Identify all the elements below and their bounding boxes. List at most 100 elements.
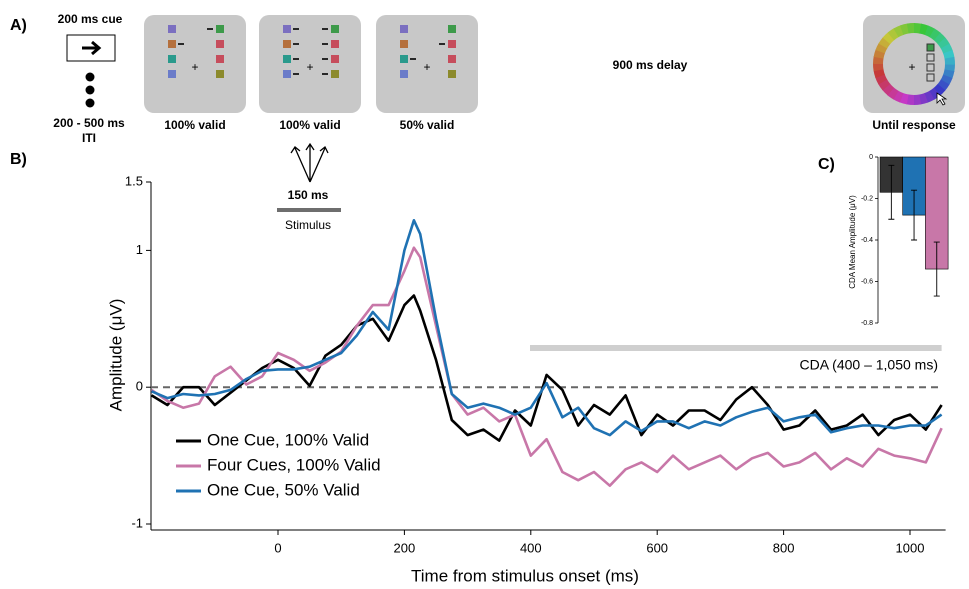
series-line <box>150 294 943 442</box>
stimulus-label: Stimulus <box>285 218 331 232</box>
legend-label: One Cue, 100% Valid <box>207 430 369 449</box>
series-line <box>150 246 943 487</box>
color-wheel-segment <box>944 63 955 72</box>
color-square <box>331 55 339 63</box>
color-square <box>168 55 176 63</box>
color-wheel-segment <box>899 23 910 35</box>
onset-arrows <box>290 142 329 183</box>
color-wheel-segment <box>899 92 909 105</box>
display-box <box>144 15 246 113</box>
y-tick-label: -0.6 <box>861 278 873 285</box>
color-wheel-segment <box>937 79 950 91</box>
error-bar <box>911 189 918 241</box>
color-wheel-segment <box>940 43 953 55</box>
y-tick-label: 1 <box>136 242 143 257</box>
probe-square <box>926 63 935 72</box>
color-wheel-segment <box>918 93 929 105</box>
color-square <box>283 55 291 63</box>
cue-label: 200 ms cue <box>58 12 123 26</box>
color-square <box>216 40 224 48</box>
color-square <box>168 40 176 48</box>
color-wheel-segment <box>933 32 946 45</box>
color-wheel-segment <box>919 23 929 36</box>
fixation: + <box>306 60 313 74</box>
color-wheel-segment <box>878 37 891 49</box>
x-tick-label: 600 <box>646 540 668 555</box>
color-wheel-segment <box>873 68 885 79</box>
color-wheel-segment <box>929 28 941 41</box>
color-square <box>283 70 291 78</box>
display-label: 100% valid <box>164 118 225 132</box>
color-square <box>448 40 456 48</box>
cursor <box>936 92 948 106</box>
color-wheel-segment <box>906 23 915 34</box>
probe-square <box>926 53 935 62</box>
color-wheel-segment <box>887 87 899 100</box>
color-square <box>400 70 408 78</box>
color-square <box>283 25 291 33</box>
legend-label: Four Cues, 100% Valid <box>207 455 381 474</box>
color-square <box>168 25 176 33</box>
y-axis-title: CDA Mean Amplitude (μV) <box>848 195 857 289</box>
iti-dot <box>85 98 95 108</box>
y-tick-label: -1 <box>131 515 143 530</box>
y-tick-label: 0 <box>136 379 143 394</box>
stimulus-duration: 150 ms <box>288 188 329 202</box>
color-wheel-segment <box>923 90 935 103</box>
display-label: 50% valid <box>400 118 455 132</box>
color-square <box>216 25 224 33</box>
color-square <box>331 40 339 48</box>
display-box <box>259 15 361 113</box>
x-tick-label: 800 <box>773 540 795 555</box>
color-wheel-segment <box>906 94 915 105</box>
y-axis-title: Amplitude (μV) <box>106 299 125 412</box>
display-box <box>376 15 478 113</box>
color-wheel-segment <box>937 37 950 50</box>
error-bar <box>888 164 895 220</box>
legend-label: One Cue, 50% Valid <box>207 480 360 499</box>
x-tick-label: 200 <box>394 540 416 555</box>
panel-label: B) <box>10 151 27 168</box>
stimulus-displays: + + + + <box>144 15 965 113</box>
color-wheel-segment <box>873 49 886 59</box>
x-tick-label: 0 <box>274 540 281 555</box>
response-label: Until response <box>872 118 956 132</box>
x-axis-title: Time from stimulus onset (ms) <box>411 566 639 585</box>
iti-label: ITI <box>82 131 96 145</box>
color-square <box>448 25 456 33</box>
cue-arrow <box>82 40 102 56</box>
y-tick-label: 1.5 <box>125 173 143 188</box>
color-square <box>400 55 408 63</box>
color-wheel-segment <box>940 74 953 86</box>
delay-label: 900 ms delay <box>613 58 688 72</box>
color-wheel-segment <box>882 32 895 45</box>
display-label: 100% valid <box>279 118 340 132</box>
color-wheel-segment <box>944 56 955 65</box>
error-bar <box>933 241 940 297</box>
color-wheel-segment <box>875 42 888 54</box>
color-wheel-segment <box>873 63 884 72</box>
color-wheel-segment <box>924 25 936 38</box>
color-square <box>448 55 456 63</box>
bar-chart: 0 -0.2 -0.4 -0.6 -0.8 CDA Mean Amplitude (μV) <box>848 154 949 327</box>
probe-square <box>926 73 935 82</box>
stimulus-bar <box>277 208 341 212</box>
panel-label: C) <box>818 156 835 173</box>
color-wheel-segment <box>913 23 922 34</box>
fixation: + <box>191 60 198 74</box>
color-wheel-segment <box>943 49 955 60</box>
line-chart: -1 0 1 1.5 0 200 400 600 800 1000 Time from stimul… <box>106 173 946 585</box>
iti-dot <box>85 72 95 82</box>
color-square <box>400 40 408 48</box>
y-tick-label: 0 <box>869 154 873 161</box>
color-wheel-segment <box>887 28 900 41</box>
color-square <box>216 70 224 78</box>
iti-label: 200 - 500 ms <box>53 116 125 130</box>
color-wheel-segment <box>933 83 946 96</box>
color-wheel-segment <box>892 90 904 103</box>
color-square <box>216 55 224 63</box>
color-square <box>283 40 291 48</box>
color-wheel-segment <box>913 94 922 105</box>
series-line <box>151 219 943 437</box>
